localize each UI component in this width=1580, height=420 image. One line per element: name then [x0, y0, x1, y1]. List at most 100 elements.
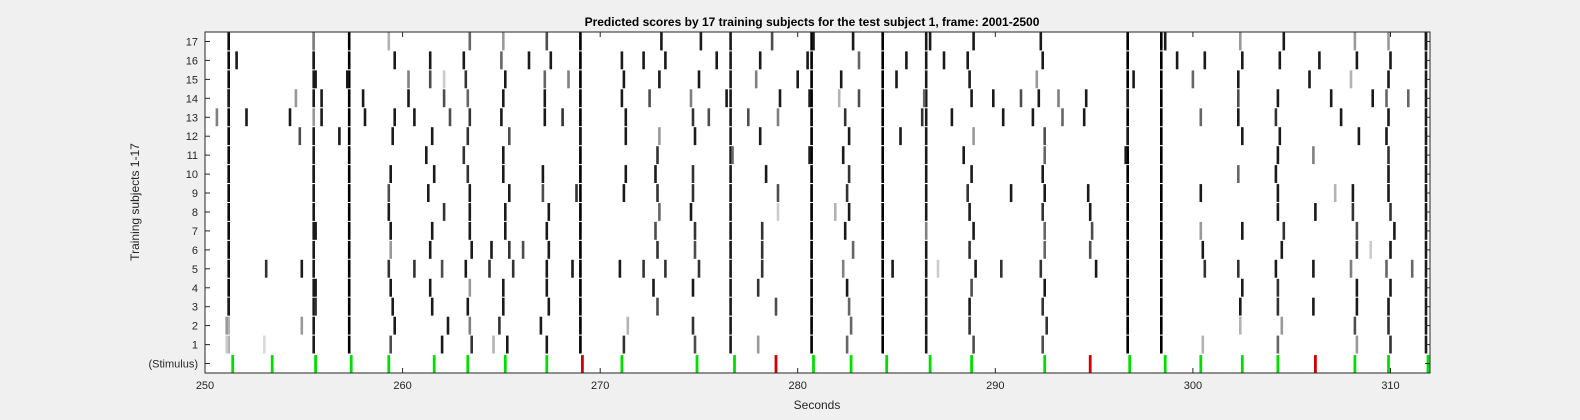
heatmap-cell [579, 127, 582, 146]
heatmap-cell [227, 51, 230, 70]
heatmap-cell [1160, 51, 1163, 70]
heatmap-cell [1043, 221, 1046, 240]
heatmap-cell [962, 146, 965, 165]
heatmap-cell [1239, 316, 1242, 335]
heatmap-cell [527, 51, 531, 70]
heatmap-cell [1355, 297, 1359, 316]
heatmap-cell [1387, 165, 1390, 183]
heatmap-cell [1126, 316, 1129, 335]
heatmap-cell [691, 278, 695, 297]
heatmap-cell [810, 221, 813, 240]
heatmap-cell [466, 127, 470, 146]
heatmap-cell [808, 89, 811, 108]
heatmap-cell [1084, 89, 1088, 108]
heatmap-cell [361, 89, 365, 108]
heatmap-cell [579, 165, 582, 183]
y-axis-label: Training subjects 1-17 [128, 143, 142, 261]
heatmap-cell [1355, 221, 1359, 240]
heatmap-cell [689, 203, 693, 221]
heatmap-cell [227, 240, 230, 259]
stimulus-marker [545, 355, 549, 373]
x-tick-label: 250 [196, 380, 214, 392]
heatmap-cell [428, 70, 432, 89]
heatmap-cell [1160, 259, 1163, 278]
heatmap-cell [492, 335, 495, 354]
heatmap-cell [881, 184, 884, 202]
heatmap-cell [1160, 278, 1163, 297]
heatmap-cell [430, 127, 434, 146]
heatmap-cell [972, 335, 975, 354]
heatmap-cell [881, 316, 884, 335]
heatmap-cell [314, 278, 317, 297]
heatmap-cell [347, 108, 351, 127]
y-tick-label: 14 [186, 93, 198, 105]
heatmap-cell [810, 51, 813, 70]
heatmap-cell [715, 51, 718, 70]
heatmap-cell [504, 203, 507, 221]
x-tick-label: 300 [1184, 380, 1202, 392]
heatmap-cell [1124, 146, 1127, 165]
heatmap-cell [924, 335, 928, 354]
heatmap-cell [312, 127, 315, 146]
heatmap-cell [895, 70, 898, 89]
stimulus-marker [1043, 355, 1047, 373]
heatmap-cell [922, 89, 926, 108]
heatmap-cell [729, 240, 732, 259]
heatmap-cell [215, 108, 219, 127]
heatmap-cell [810, 108, 813, 127]
heatmap-cell [924, 108, 928, 127]
heatmap-cell [899, 127, 902, 146]
heatmap-cell [1160, 335, 1163, 354]
heatmap-cell [312, 316, 315, 335]
heatmap-cell [664, 51, 667, 70]
heatmap-cell [1061, 108, 1064, 127]
heatmap-cell [1387, 108, 1390, 127]
heatmap-cell [312, 70, 315, 89]
heatmap-cell [1353, 316, 1357, 335]
heatmap-cell [968, 316, 971, 335]
heatmap-cell [579, 184, 582, 202]
heatmap-cell [314, 70, 317, 89]
heatmap-cell [1160, 70, 1163, 89]
heatmap-cell [1274, 108, 1278, 127]
heatmap-cell [347, 203, 351, 221]
heatmap-cell [1043, 127, 1046, 146]
heatmap-cell [571, 259, 574, 278]
heatmap-cell [966, 184, 969, 202]
heatmap-cell [227, 203, 230, 221]
heatmap-cell [462, 146, 466, 165]
heatmap-cell [656, 146, 659, 165]
heatmap-cell [1041, 51, 1044, 70]
heatmap-cell [847, 127, 851, 146]
heatmap-cell [652, 278, 655, 297]
heatmap-cell [729, 165, 732, 183]
heatmap-cell [508, 240, 511, 259]
heatmap-cell [881, 108, 884, 127]
heatmap-cell [338, 127, 341, 146]
y-tick-label: 5 [192, 264, 198, 276]
heatmap-cell [432, 165, 436, 183]
heatmap-cell [1385, 259, 1388, 278]
heatmap-cell [347, 127, 351, 146]
heatmap-cell [1041, 203, 1044, 221]
heatmap-cell [347, 221, 351, 240]
y-tick-label: 8 [192, 207, 198, 219]
heatmap-cell [227, 221, 230, 240]
heatmap-cell [466, 297, 470, 316]
heatmap-cell [1082, 108, 1086, 127]
heatmap-cell [543, 89, 547, 108]
heatmap-cell [387, 32, 391, 51]
heatmap-cell [1349, 259, 1353, 278]
heatmap-cell [620, 89, 624, 108]
heatmap-cell [843, 221, 847, 240]
heatmap-cell [347, 32, 351, 51]
heatmap-cell [1280, 316, 1284, 335]
heatmap-cell [729, 259, 732, 278]
heatmap-cell [549, 51, 553, 70]
stimulus-marker [1387, 355, 1390, 373]
heatmap-cell [500, 51, 503, 70]
heatmap-cell [490, 240, 493, 259]
heatmap-cell [834, 203, 837, 221]
heatmap-cell [504, 221, 507, 240]
stimulus-marker [1426, 355, 1430, 373]
